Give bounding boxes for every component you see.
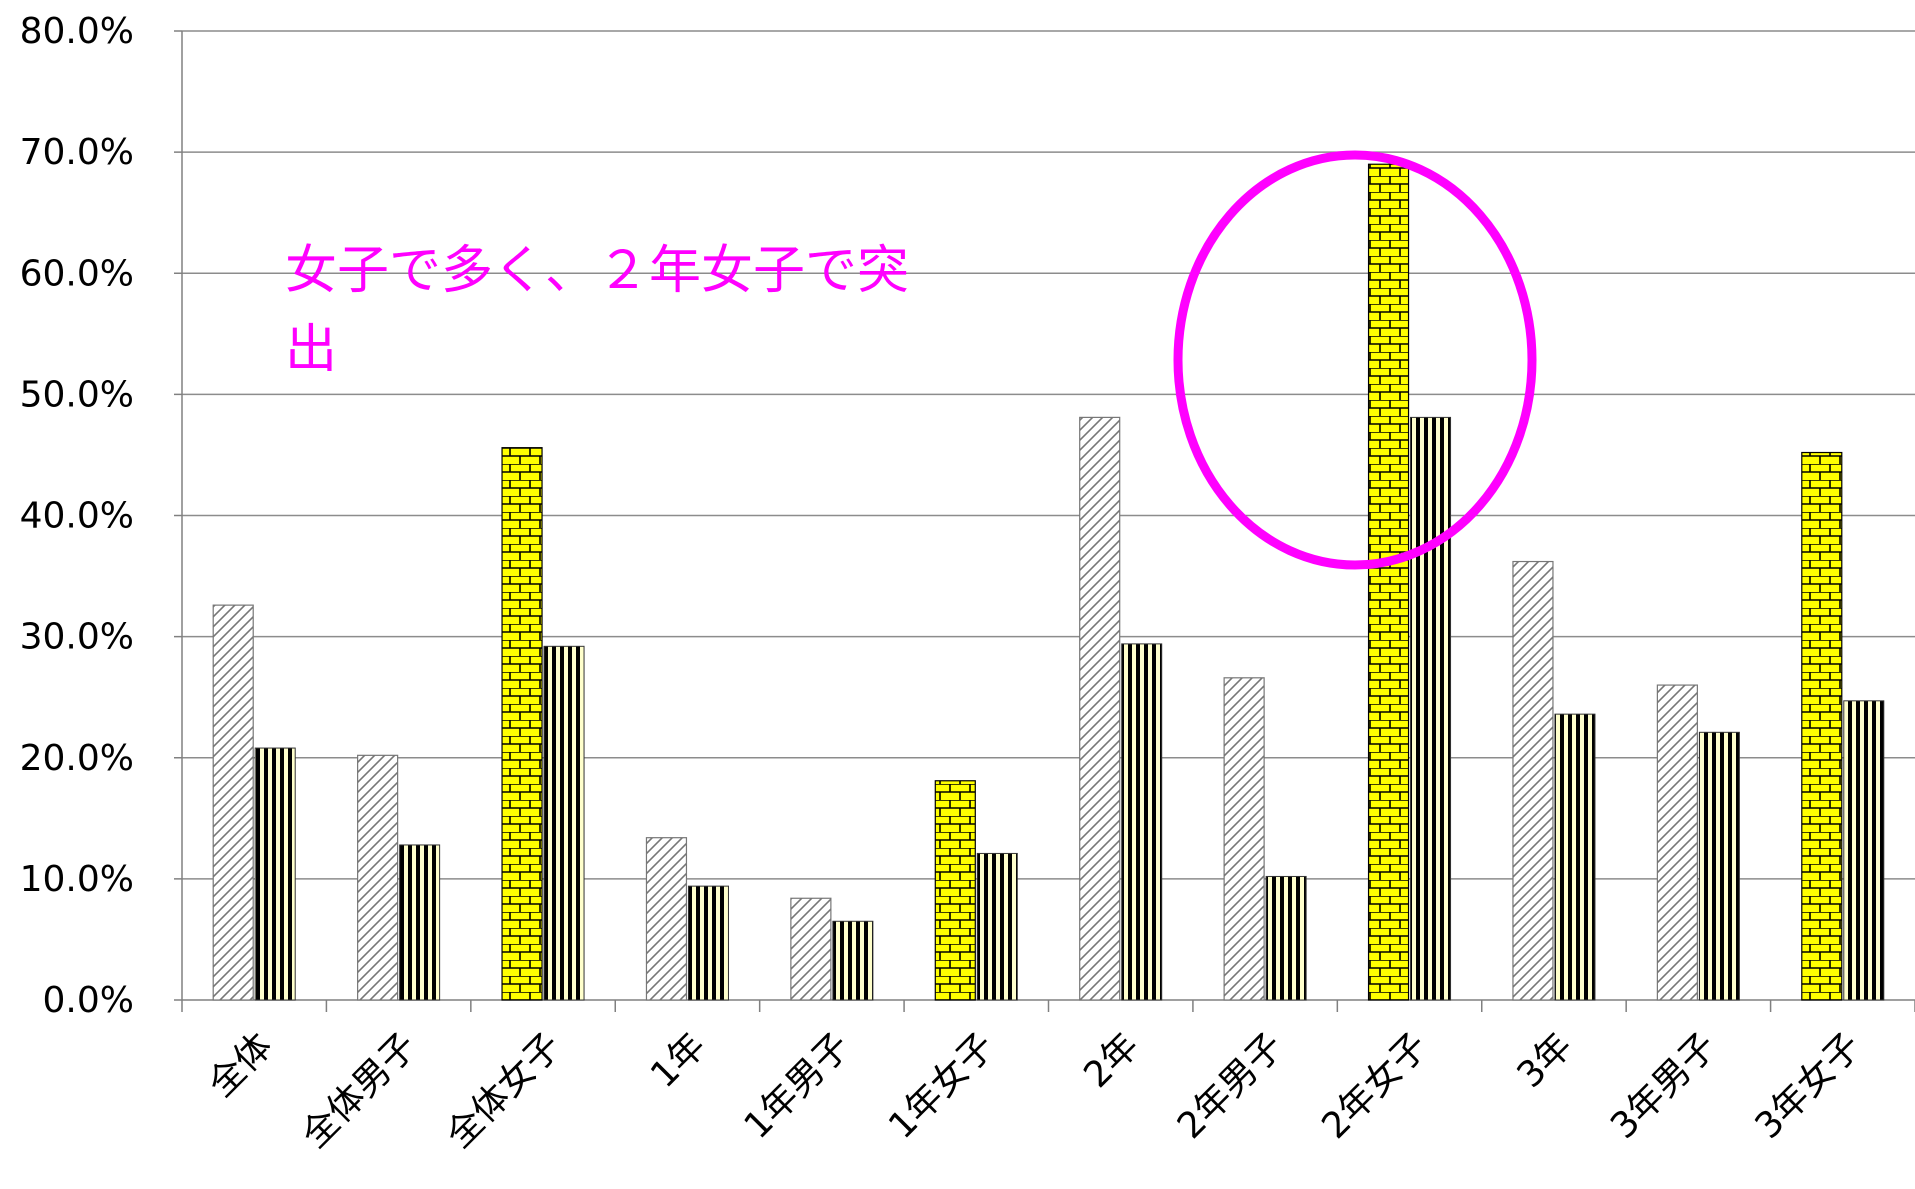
highlight-ellipse [1173, 150, 1537, 570]
bar-series-1-5 [934, 780, 976, 1001]
axes [174, 30, 1915, 1012]
y-tick-label: 60.0% [20, 253, 134, 294]
bar-series-1-3 [645, 837, 688, 1001]
x-category-label: 2年女子 [1314, 1025, 1436, 1147]
y-tick-label: 70.0% [20, 132, 134, 173]
x-category-label: 1年 [643, 1025, 714, 1096]
annotation-line-2: 出 [285, 320, 337, 380]
x-category-label: 1年女子 [881, 1025, 1003, 1147]
bars [212, 163, 1885, 1001]
bar-series-1-7 [1223, 677, 1265, 1001]
bar-series-1-2 [501, 447, 543, 1001]
bar-series-2-8 [1410, 416, 1452, 1001]
bar-series-2-1 [399, 844, 441, 1001]
bar-series-1-11 [1801, 451, 1843, 1001]
bar-series-2-0 [254, 747, 296, 1001]
bar-series-2-10 [1698, 731, 1740, 1001]
x-category-label: 全体男子 [294, 1025, 425, 1156]
x-category-label: 1年男子 [737, 1025, 859, 1147]
y-tick-label: 80.0% [20, 11, 134, 52]
bar-series-2-3 [687, 885, 729, 1001]
y-tick-label: 0.0% [43, 980, 134, 1021]
bar-series-1-4 [790, 897, 832, 1001]
bar-series-2-11 [1843, 700, 1885, 1001]
bar-series-1-6 [1079, 416, 1121, 1001]
x-category-label: 3年男子 [1603, 1025, 1725, 1147]
y-tick-labels: 0.0% 10.0% 20.0% 30.0% 40.0% 50.0% 60.0% 70.0% 8… [20, 11, 134, 1021]
x-category-label: 3年 [1510, 1025, 1581, 1096]
y-tick-label: 20.0% [20, 738, 134, 779]
x-category-label: 3年女子 [1748, 1025, 1870, 1147]
bar-series-2-6 [1121, 643, 1163, 1001]
y-tick-label: 30.0% [20, 617, 134, 658]
annotation: 女子で多く、２年女子で突 出 [285, 150, 1537, 570]
bar-series-2-9 [1554, 713, 1596, 1001]
bar-series-2-2 [543, 645, 585, 1001]
bar-series-2-7 [1265, 875, 1307, 1001]
y-tick-label: 10.0% [20, 859, 134, 900]
bar-series-2-4 [832, 920, 874, 1001]
x-category-label: 全体女子 [439, 1025, 570, 1156]
x-category-labels: 全体 全体男子 全体女子 1年 1年男子 1年女子 2年 2年男子 2年女子 3年 3年男子 3年女子 [201, 1025, 1869, 1156]
gridlines [182, 30, 1915, 880]
bar-series-1-0 [212, 604, 254, 1001]
bar-series-2-5 [976, 852, 1018, 1001]
x-category-label: 全体 [201, 1025, 281, 1105]
y-tick-label: 40.0% [20, 496, 134, 537]
x-category-label: 2年男子 [1170, 1025, 1292, 1147]
bar-series-1-8 [1367, 163, 1410, 1001]
bar-series-1-9 [1512, 560, 1554, 1001]
bar-series-1-1 [357, 754, 399, 1001]
annotation-line-1: 女子で多く、２年女子で突 [285, 241, 909, 301]
x-category-label: 2年 [1076, 1025, 1147, 1096]
bar-series-1-10 [1656, 684, 1698, 1001]
y-tick-label: 50.0% [20, 374, 134, 415]
